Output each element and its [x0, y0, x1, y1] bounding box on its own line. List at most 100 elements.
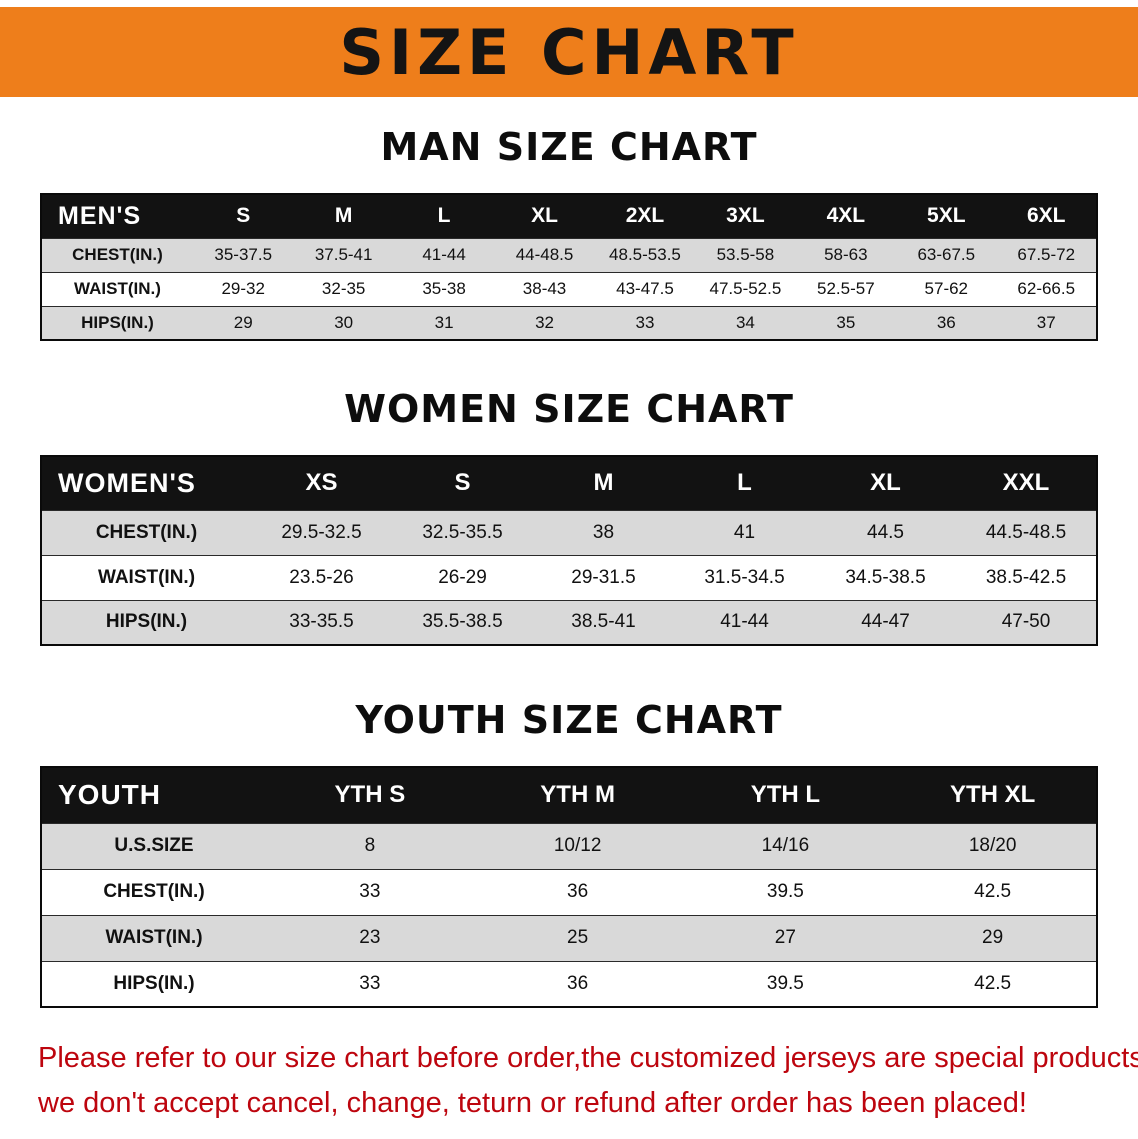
youth-table-row: CHEST(IN.) 33 36 39.5 42.5 [41, 869, 1097, 915]
youth-size-table: YOUTH YTH S YTH M YTH L YTH XL U.S.SIZE 8 10/1… [40, 766, 1098, 1008]
men-size-value-cell: 52.5-57 [817, 279, 875, 298]
youth-size-value-cell: 42.5 [974, 972, 1012, 994]
youth-row-label: CHEST(IN.) [103, 881, 205, 902]
men-size-column-header: 6XL [996, 194, 1097, 238]
youth-table-row: WAIST(IN.) 23 25 27 29 [41, 915, 1097, 961]
women-size-value-cell: 38.5-41 [571, 611, 636, 633]
women-size-column-header: XS [251, 456, 392, 510]
women-size-value-cell: 33-35.5 [289, 611, 354, 633]
women-size-value-cell: 41 [733, 521, 756, 543]
men-size-column-header: S [193, 194, 294, 238]
men-size-value-cell: 32 [535, 312, 554, 332]
men-size-value-cell: 38-43 [522, 279, 567, 298]
women-size-value-cell: 44.5-48.5 [985, 521, 1067, 543]
men-size-value-cell: 32-35 [321, 279, 366, 298]
men-size-value-cell: 35-37.5 [214, 245, 273, 264]
men-size-value-cell: 37 [1036, 312, 1056, 332]
women-size-column-header: S [392, 456, 533, 510]
men-size-value-cell: 34 [735, 312, 755, 332]
youth-size-value-cell: 18/20 [968, 835, 1017, 856]
women-size-value-cell: 29.5-32.5 [281, 521, 362, 543]
youth-table-row: U.S.SIZE 8 10/12 14/16 18/20 [41, 823, 1097, 869]
men-size-value-cell: 67.5-72 [1017, 245, 1076, 264]
youth-size-column-header: YTH XL [889, 767, 1097, 823]
youth-table-row: HIPS(IN.) 33 36 39.5 42.5 [41, 961, 1097, 1007]
women-section-title: WOMEN SIZE CHART [344, 387, 794, 431]
women-table-row: CHEST(IN.) 29.5-32.5 32.5-35.5 38 41 44.5 44.5… [41, 510, 1097, 555]
women-size-value-cell: 31.5-34.5 [704, 566, 785, 588]
men-table-header: MEN'S S M L XL 2XL 3XL 4XL 5XL 6XL [41, 194, 1097, 238]
women-table-row: HIPS(IN.) 33-35.5 35.5-38.5 38.5-41 41-44 44-… [41, 600, 1097, 645]
women-size-column-header: XL [815, 456, 956, 510]
youth-row-label: WAIST(IN.) [105, 927, 203, 948]
men-size-table: MEN'S S M L XL 2XL 3XL 4XL 5XL 6XL CHEST(IN.) 35-3… [40, 193, 1098, 341]
men-size-column-header: L [393, 194, 495, 238]
women-size-value-cell: 23.5-26 [289, 566, 354, 588]
man-section-title: MAN SIZE CHART [380, 125, 758, 169]
women-size-table: WOMEN'S XS S M L XL XXL CHEST(IN.) 29.5-32.5 32.… [40, 455, 1098, 646]
women-size-value-cell: 26-29 [438, 566, 487, 588]
men-table-row: HIPS(IN.) 29 30 31 32 33 34 35 36 37 [41, 306, 1097, 340]
men-size-value-cell: 63-67.5 [917, 245, 976, 264]
women-corner-label: WOMEN'S [41, 456, 251, 510]
men-size-value-cell: 57-62 [924, 279, 969, 298]
men-table-row: CHEST(IN.) 35-37.5 37.5-41 41-44 44-48.5 48.5… [41, 238, 1097, 272]
women-size-value-cell: 32.5-35.5 [422, 521, 503, 543]
men-size-value-cell: 47.5-52.5 [709, 279, 782, 298]
men-size-value-cell: 37.5-41 [314, 245, 373, 264]
men-size-value-cell: 36 [936, 312, 956, 332]
youth-table-header: YOUTH YTH S YTH M YTH L YTH XL [41, 767, 1097, 823]
size-chart-banner: SIZE CHART [0, 7, 1138, 97]
men-size-value-cell: 30 [334, 312, 354, 332]
women-size-column-header: M [533, 456, 674, 510]
youth-size-column-header: YTH L [681, 767, 890, 823]
men-size-column-header: 3XL [695, 194, 796, 238]
men-size-value-cell: 48.5-53.5 [609, 245, 681, 264]
youth-section-title: YOUTH SIZE CHART [355, 698, 783, 742]
women-table-header: WOMEN'S XS S M L XL XXL [41, 456, 1097, 510]
youth-table-body: U.S.SIZE 8 10/12 14/16 18/20 CHEST(IN.) 33 36 39… [41, 823, 1097, 1007]
women-table-row: WAIST(IN.) 23.5-26 26-29 29-31.5 31.5-34.5 34… [41, 555, 1097, 600]
women-size-value-cell: 44.5 [867, 521, 904, 543]
women-size-value-cell: 47-50 [1001, 611, 1051, 633]
men-size-value-cell: 29-32 [221, 279, 265, 298]
youth-size-value-cell: 23 [359, 927, 381, 948]
disclaimer-note: Please refer to our size chart before or… [38, 1036, 1138, 1126]
men-row-label: HIPS(IN.) [81, 312, 154, 332]
men-size-value-cell: 58-63 [824, 245, 868, 264]
women-header-row: WOMEN'S XS S M L XL XXL [41, 456, 1097, 510]
youth-size-value-cell: 42.5 [974, 881, 1012, 902]
women-row-label: HIPS(IN.) [105, 611, 188, 633]
men-size-value-cell: 53.5-58 [716, 245, 775, 264]
men-size-column-header: 2XL [594, 194, 696, 238]
men-size-value-cell: 33 [635, 312, 655, 332]
youth-size-column-header: YTH M [473, 767, 682, 823]
women-size-column-header: L [674, 456, 815, 510]
women-size-column-header: XXL [956, 456, 1097, 510]
men-size-value-cell: 41-44 [422, 245, 466, 264]
youth-size-column-header: YTH S [266, 767, 474, 823]
men-size-column-header: 4XL [795, 194, 897, 238]
men-size-value-cell: 35-38 [422, 279, 466, 298]
men-row-label: WAIST(IN.) [74, 279, 161, 298]
youth-header-row: YOUTH YTH S YTH M YTH L YTH XL [41, 767, 1097, 823]
disclaimer-line-2: we don't accept cancel, change, teturn o… [38, 1086, 1027, 1119]
men-size-value-cell: 43-47.5 [616, 279, 674, 298]
youth-size-value-cell: 33 [359, 881, 381, 902]
youth-size-value-cell: 33 [359, 972, 381, 994]
men-row-label: CHEST(IN.) [72, 245, 163, 264]
youth-size-value-cell: 8 [364, 835, 376, 856]
men-size-value-cell: 44-48.5 [515, 245, 574, 264]
women-size-value-cell: 38 [592, 521, 615, 543]
men-table-row: WAIST(IN.) 29-32 32-35 35-38 38-43 43-47.5 47.… [41, 272, 1097, 306]
women-row-label: CHEST(IN.) [95, 521, 198, 543]
women-row-label: WAIST(IN.) [97, 566, 196, 588]
men-size-value-cell: 31 [434, 312, 454, 332]
men-size-value-cell: 29 [233, 312, 253, 332]
women-size-value-cell: 41-44 [720, 611, 769, 633]
men-header-row: MEN'S S M L XL 2XL 3XL 4XL 5XL 6XL [41, 194, 1097, 238]
women-size-value-cell: 35.5-38.5 [422, 611, 503, 633]
youth-size-value-cell: 29 [982, 927, 1004, 948]
youth-size-value-cell: 14/16 [761, 835, 810, 856]
women-size-value-cell: 29-31.5 [571, 566, 636, 588]
